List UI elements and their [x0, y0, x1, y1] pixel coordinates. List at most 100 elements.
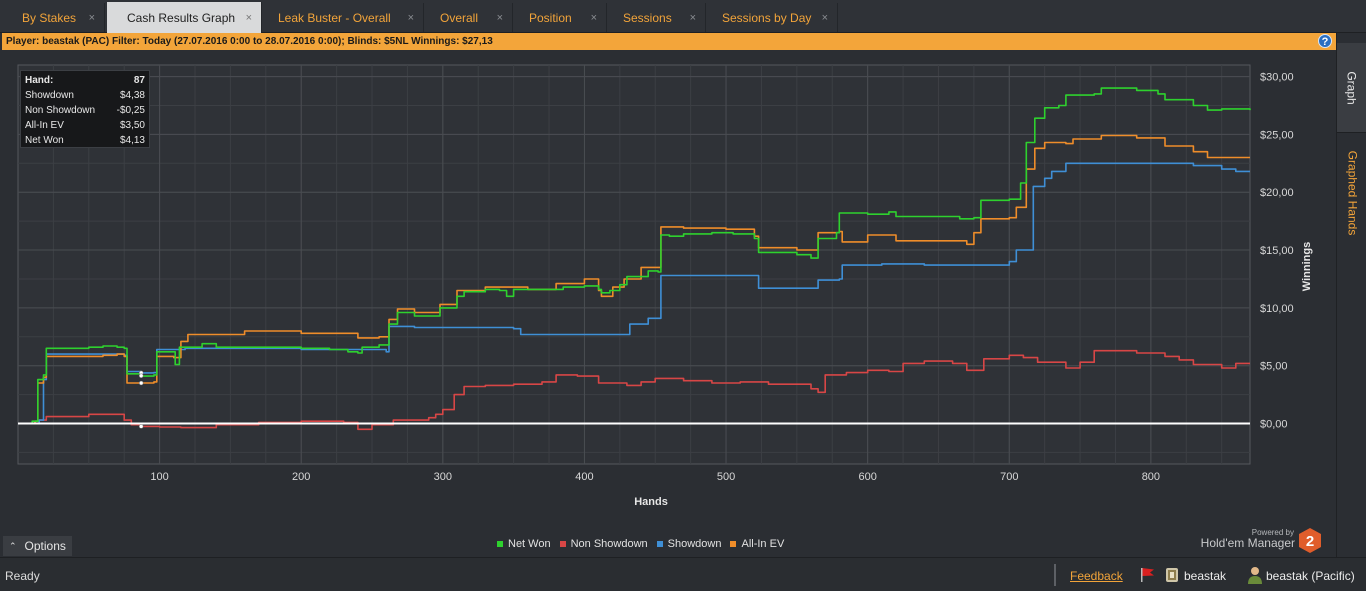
player-site[interactable]: beastak (Pacific) — [1266, 569, 1355, 583]
hand-marker-dot — [138, 424, 144, 429]
tab-sessions[interactable]: Sessions × — [607, 3, 706, 32]
powered-by: Powered by Hold'em Manager 2 — [1198, 528, 1328, 554]
side-tab-label: Graph — [1345, 70, 1360, 105]
close-icon[interactable]: × — [689, 11, 696, 24]
close-icon[interactable]: × — [88, 11, 95, 24]
status-divider — [1054, 564, 1056, 586]
x-tick-label: 500 — [717, 471, 735, 483]
side-tab-graphed-hands[interactable]: Graphed Hands — [1337, 133, 1366, 253]
options-button[interactable]: ⌃ Options — [3, 536, 72, 556]
tab-label: Overall — [440, 10, 479, 25]
hand-info-box: Hand: 87 Showdown $4,38 Non Showdown -$0… — [20, 70, 150, 148]
hand-marker-dot — [138, 373, 144, 379]
y-tick-label: $30,00 — [1260, 72, 1294, 84]
y-tick-label: $15,00 — [1260, 245, 1294, 257]
close-icon[interactable]: × — [245, 11, 252, 24]
y-tick-label: $0,00 — [1260, 419, 1288, 431]
row-label: All-In EV — [25, 120, 64, 131]
series-line-all-in-ev — [18, 134, 1250, 425]
y-tick-label: $25,00 — [1260, 129, 1294, 141]
chart-canvas[interactable]: 100 200 300 400 500 600 700 800 $0,00 $5,00 $10,00… — [2, 50, 1336, 557]
hand-marker-dot — [138, 380, 144, 386]
hand-row: Hand: 87 — [25, 73, 145, 88]
tab-overall[interactable]: Overall × — [424, 3, 513, 32]
user-icon — [1248, 567, 1262, 584]
help-icon[interactable]: ? — [1318, 34, 1332, 48]
player-name[interactable]: beastak — [1184, 569, 1227, 583]
x-tick-label: 600 — [858, 471, 876, 483]
legend-item-non-showdown[interactable]: Non Showdown — [559, 538, 648, 550]
legend-label: All-In EV — [741, 538, 785, 550]
tab-label: Cash Results Graph — [127, 10, 236, 25]
tab-label: Sessions — [623, 10, 672, 25]
poker-site-icon — [1166, 568, 1178, 582]
options-label: Options — [24, 539, 66, 553]
legend-label: Non Showdown — [570, 538, 648, 550]
filter-bar: Player: beastak (PAC) Filter: Today (27.… — [2, 33, 1336, 50]
x-axis-label: Hands — [634, 496, 668, 508]
y-tick-label: $5,00 — [1260, 361, 1288, 373]
hm2-logo-icon: 2 — [1299, 528, 1321, 553]
tab-label: By Stakes — [22, 10, 77, 25]
series-line-non-showdown — [18, 349, 1250, 431]
row-label: Non Showdown — [25, 105, 96, 116]
close-icon[interactable]: × — [590, 11, 597, 24]
non-showdown-row: Non Showdown -$0,25 — [25, 103, 145, 118]
tab-bar: By Stakes × Cash Results Graph × Leak Bu… — [0, 0, 1366, 33]
plot-area — [17, 64, 1251, 465]
hand-value: 87 — [133, 75, 145, 86]
status-bar: Ready Feedback beastak beastak (Pacific) — [0, 557, 1366, 591]
legend-item-net-won[interactable]: Net Won — [497, 538, 551, 550]
tab-position[interactable]: Position × — [513, 3, 607, 32]
tab-label: Position — [529, 10, 572, 25]
showdown-row: Showdown $4,38 — [25, 88, 145, 103]
flag-icon[interactable] — [1138, 567, 1156, 583]
x-tick-label: 700 — [1000, 471, 1018, 483]
x-tick-label: 100 — [150, 471, 168, 483]
powered-by-text: Powered by — [1251, 528, 1294, 537]
tab-by-stakes[interactable]: By Stakes × — [2, 3, 105, 32]
filter-text: Player: beastak (PAC) Filter: Today (27.… — [6, 36, 493, 47]
x-tick-label: 300 — [434, 471, 452, 483]
product-name: Hold'em Manager — [1200, 536, 1295, 550]
legend-label: Net Won — [508, 538, 551, 550]
y-axis-label: Winnings — [1301, 242, 1313, 291]
tab-sessions-by-day[interactable]: Sessions by Day × — [706, 3, 838, 32]
row-value: -$0,25 — [116, 105, 145, 116]
legend-swatch — [730, 541, 737, 547]
chevron-up-icon: ⌃ — [9, 540, 17, 551]
side-tab-graph[interactable]: Graph — [1337, 43, 1366, 133]
series-line-net-won — [18, 87, 1251, 425]
legend-item-all-in-ev[interactable]: All-In EV — [730, 538, 784, 550]
legend-swatch — [656, 541, 663, 547]
row-value: $3,50 — [119, 120, 145, 131]
row-label: Net Won — [25, 135, 64, 146]
close-icon[interactable]: × — [496, 11, 503, 24]
feedback-link[interactable]: Feedback — [1070, 569, 1123, 583]
row-label: Showdown — [25, 90, 74, 101]
legend-label: Showdown — [667, 538, 722, 550]
row-value: $4,13 — [119, 135, 145, 146]
tab-label: Sessions by Day — [722, 10, 812, 25]
side-tab-label: Graphed Hands — [1345, 150, 1360, 236]
close-icon[interactable]: × — [407, 11, 414, 24]
legend-swatch — [497, 541, 503, 547]
hm2-badge-text: 2 — [1306, 533, 1314, 550]
legend-swatch — [559, 541, 566, 547]
results-chart: 100 200 300 400 500 600 700 800 $0,00 $5,00 $10,00… — [2, 50, 1336, 557]
all-in-ev-row: All-In EV $3,50 — [25, 118, 145, 133]
side-tabs: Graph Graphed Hands — [1336, 33, 1366, 557]
status-text: Ready — [5, 569, 40, 583]
net-won-row: Net Won $4,13 — [25, 133, 145, 148]
x-tick-label: 800 — [1142, 471, 1160, 483]
legend-item-showdown[interactable]: Showdown — [656, 538, 722, 550]
tab-cash-results-graph[interactable]: Cash Results Graph × — [107, 2, 262, 33]
tab-leak-buster-overall[interactable]: Leak Buster - Overall × — [262, 3, 424, 32]
hand-label: Hand: — [25, 75, 54, 86]
close-icon[interactable]: × — [821, 11, 828, 24]
row-value: $4,38 — [119, 90, 145, 101]
tab-label: Leak Buster - Overall — [278, 10, 391, 25]
x-tick-label: 200 — [292, 471, 310, 483]
x-tick-label: 400 — [575, 471, 593, 483]
